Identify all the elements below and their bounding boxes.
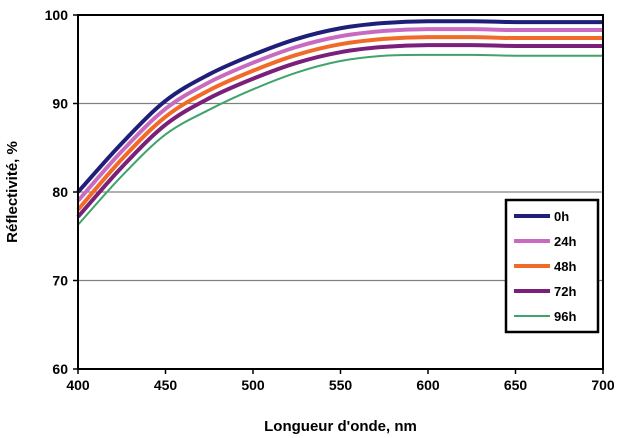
y-tick-label-90: 90 bbox=[52, 96, 68, 112]
legend: 0h 24h 48h 72h 96h bbox=[504, 198, 600, 334]
series-line-48h bbox=[76, 35, 603, 212]
legend-label-72h: 72h bbox=[554, 284, 576, 299]
y-axis-title: Réflectivité, % bbox=[4, 141, 21, 243]
axis-layer: 400 450 500 550 600 650 700 60 70 80 90 100 bbox=[45, 7, 615, 393]
x-tick-label-400: 400 bbox=[66, 377, 90, 393]
legend-label-48h: 48h bbox=[554, 259, 576, 274]
y-tick-label-80: 80 bbox=[52, 184, 68, 200]
y-tick-label-60: 60 bbox=[52, 361, 68, 377]
y-tick-label-70: 70 bbox=[52, 273, 68, 289]
legend-label-24h: 24h bbox=[554, 234, 576, 249]
x-tick-label-450: 450 bbox=[154, 377, 178, 393]
y-tick-label-100: 100 bbox=[45, 7, 69, 23]
series-line-24h bbox=[76, 27, 603, 203]
legend-label-0h: 0h bbox=[554, 209, 569, 224]
x-tick-label-500: 500 bbox=[241, 377, 265, 393]
x-axis-title: Longueur d'onde, nm bbox=[264, 418, 417, 435]
legend-label-96h: 96h bbox=[554, 309, 576, 324]
x-tick-label-700: 700 bbox=[591, 377, 615, 393]
series-line-72h bbox=[76, 43, 603, 219]
x-tick-label-600: 600 bbox=[416, 377, 440, 393]
x-tick-label-550: 550 bbox=[329, 377, 353, 393]
series-line-0h bbox=[76, 19, 603, 194]
series-layer bbox=[76, 19, 603, 226]
series-line-96h bbox=[77, 53, 603, 226]
x-tick-label-650: 650 bbox=[504, 377, 528, 393]
